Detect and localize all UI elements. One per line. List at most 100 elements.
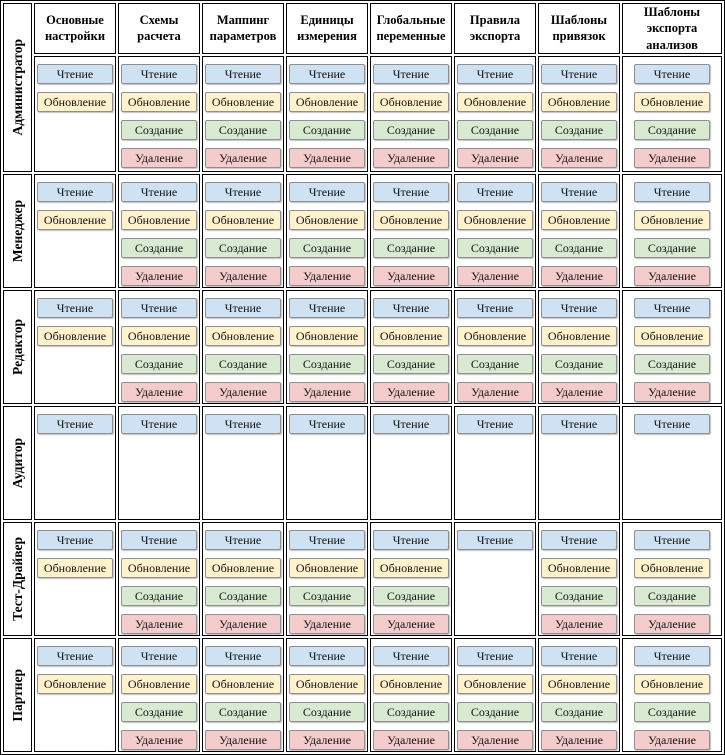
permission-chip-delete[interactable]: Удаление	[289, 147, 365, 168]
permission-chip-delete[interactable]: Удаление	[541, 729, 617, 750]
permission-chip-create[interactable]: Создание	[541, 353, 617, 374]
permission-chip-read[interactable]: Чтение	[634, 413, 710, 434]
permission-chip-update[interactable]: Обновление	[121, 557, 197, 578]
permission-chip-delete[interactable]: Удаление	[634, 381, 710, 402]
permission-chip-create[interactable]: Создание	[205, 585, 281, 606]
permission-chip-read[interactable]: Чтение	[289, 181, 365, 202]
permission-chip-delete[interactable]: Удаление	[205, 147, 281, 168]
permission-chip-create[interactable]: Создание	[373, 585, 449, 606]
permission-chip-create[interactable]: Создание	[373, 353, 449, 374]
permission-chip-create[interactable]: Создание	[373, 237, 449, 258]
permission-chip-delete[interactable]: Удаление	[457, 729, 533, 750]
permission-chip-read[interactable]: Чтение	[541, 529, 617, 550]
permission-chip-update[interactable]: Обновление	[289, 91, 365, 112]
permission-chip-delete[interactable]: Удаление	[121, 265, 197, 286]
permission-chip-read[interactable]: Чтение	[373, 181, 449, 202]
permission-chip-delete[interactable]: Удаление	[205, 381, 281, 402]
permission-chip-read[interactable]: Чтение	[373, 297, 449, 318]
permission-chip-delete[interactable]: Удаление	[457, 265, 533, 286]
permission-chip-update[interactable]: Обновление	[373, 557, 449, 578]
permission-chip-read[interactable]: Чтение	[541, 645, 617, 666]
permission-chip-read[interactable]: Чтение	[373, 529, 449, 550]
permission-chip-read[interactable]: Чтение	[205, 297, 281, 318]
permission-chip-update[interactable]: Обновление	[634, 91, 710, 112]
permission-chip-update[interactable]: Обновление	[373, 325, 449, 346]
permission-chip-read[interactable]: Чтение	[634, 645, 710, 666]
permission-chip-delete[interactable]: Удаление	[541, 613, 617, 634]
permission-chip-create[interactable]: Создание	[121, 585, 197, 606]
permission-chip-read[interactable]: Чтение	[37, 297, 113, 318]
permission-chip-read[interactable]: Чтение	[634, 297, 710, 318]
permission-chip-delete[interactable]: Удаление	[121, 381, 197, 402]
permission-chip-delete[interactable]: Удаление	[634, 265, 710, 286]
permission-chip-create[interactable]: Создание	[457, 237, 533, 258]
permission-chip-update[interactable]: Обновление	[541, 91, 617, 112]
permission-chip-update[interactable]: Обновление	[541, 209, 617, 230]
permission-chip-delete[interactable]: Удаление	[634, 147, 710, 168]
permission-chip-update[interactable]: Обновление	[634, 325, 710, 346]
permission-chip-update[interactable]: Обновление	[634, 673, 710, 694]
permission-chip-update[interactable]: Обновление	[121, 91, 197, 112]
permission-chip-create[interactable]: Создание	[205, 237, 281, 258]
permission-chip-create[interactable]: Создание	[457, 119, 533, 140]
permission-chip-read[interactable]: Чтение	[121, 297, 197, 318]
permission-chip-create[interactable]: Создание	[541, 701, 617, 722]
permission-chip-read[interactable]: Чтение	[634, 63, 710, 84]
permission-chip-read[interactable]: Чтение	[457, 413, 533, 434]
permission-chip-delete[interactable]: Удаление	[373, 381, 449, 402]
permission-chip-create[interactable]: Создание	[205, 353, 281, 374]
permission-chip-create[interactable]: Создание	[541, 119, 617, 140]
permission-chip-delete[interactable]: Удаление	[373, 729, 449, 750]
permission-chip-update[interactable]: Обновление	[541, 673, 617, 694]
permission-chip-update[interactable]: Обновление	[373, 673, 449, 694]
permission-chip-update[interactable]: Обновление	[205, 557, 281, 578]
permission-chip-update[interactable]: Обновление	[457, 325, 533, 346]
permission-chip-create[interactable]: Создание	[634, 585, 710, 606]
permission-chip-delete[interactable]: Удаление	[373, 613, 449, 634]
permission-chip-delete[interactable]: Удаление	[289, 265, 365, 286]
permission-chip-create[interactable]: Создание	[541, 585, 617, 606]
permission-chip-create[interactable]: Создание	[373, 701, 449, 722]
permission-chip-update[interactable]: Обновление	[289, 209, 365, 230]
permission-chip-update[interactable]: Обновление	[37, 673, 113, 694]
permission-chip-create[interactable]: Создание	[289, 585, 365, 606]
permission-chip-update[interactable]: Обновление	[373, 91, 449, 112]
permission-chip-read[interactable]: Чтение	[541, 63, 617, 84]
permission-chip-delete[interactable]: Удаление	[205, 265, 281, 286]
permission-chip-read[interactable]: Чтение	[289, 413, 365, 434]
permission-chip-read[interactable]: Чтение	[121, 529, 197, 550]
permission-chip-update[interactable]: Обновление	[541, 557, 617, 578]
permission-chip-read[interactable]: Чтение	[121, 63, 197, 84]
permission-chip-update[interactable]: Обновление	[541, 325, 617, 346]
permission-chip-delete[interactable]: Удаление	[121, 147, 197, 168]
permission-chip-read[interactable]: Чтение	[121, 181, 197, 202]
permission-chip-update[interactable]: Обновление	[205, 91, 281, 112]
permission-chip-read[interactable]: Чтение	[289, 529, 365, 550]
permission-chip-read[interactable]: Чтение	[373, 63, 449, 84]
permission-chip-delete[interactable]: Удаление	[289, 729, 365, 750]
permission-chip-read[interactable]: Чтение	[634, 529, 710, 550]
permission-chip-create[interactable]: Создание	[205, 701, 281, 722]
permission-chip-read[interactable]: Чтение	[289, 297, 365, 318]
permission-chip-create[interactable]: Создание	[541, 237, 617, 258]
permission-chip-update[interactable]: Обновление	[121, 325, 197, 346]
permission-chip-read[interactable]: Чтение	[289, 645, 365, 666]
permission-chip-read[interactable]: Чтение	[205, 181, 281, 202]
permission-chip-delete[interactable]: Удаление	[541, 265, 617, 286]
permission-chip-update[interactable]: Обновление	[205, 673, 281, 694]
permission-chip-create[interactable]: Создание	[121, 353, 197, 374]
permission-chip-delete[interactable]: Удаление	[205, 729, 281, 750]
permission-chip-update[interactable]: Обновление	[121, 673, 197, 694]
permission-chip-create[interactable]: Создание	[121, 119, 197, 140]
permission-chip-read[interactable]: Чтение	[289, 63, 365, 84]
permission-chip-create[interactable]: Создание	[373, 119, 449, 140]
permission-chip-update[interactable]: Обновление	[37, 91, 113, 112]
permission-chip-delete[interactable]: Удаление	[634, 613, 710, 634]
permission-chip-read[interactable]: Чтение	[37, 413, 113, 434]
permission-chip-delete[interactable]: Удаление	[541, 147, 617, 168]
permission-chip-create[interactable]: Создание	[634, 237, 710, 258]
permission-chip-create[interactable]: Создание	[457, 353, 533, 374]
permission-chip-update[interactable]: Обновление	[457, 673, 533, 694]
permission-chip-read[interactable]: Чтение	[121, 413, 197, 434]
permission-chip-read[interactable]: Чтение	[541, 413, 617, 434]
